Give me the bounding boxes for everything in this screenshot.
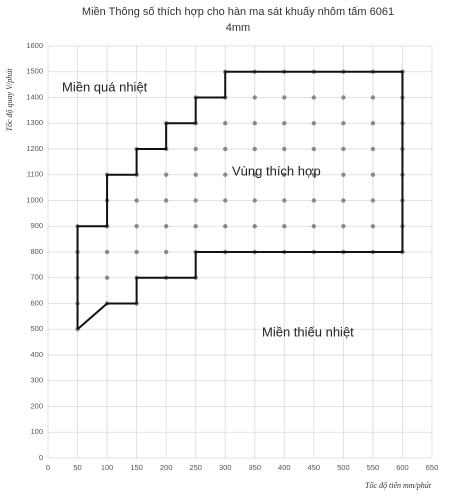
x-tick-label: 650 (426, 463, 439, 472)
point (134, 198, 139, 203)
point (370, 224, 376, 229)
point (252, 146, 257, 152)
point (163, 249, 169, 255)
point (311, 121, 317, 126)
point (104, 275, 110, 280)
point (282, 198, 287, 203)
point (223, 198, 228, 203)
point (134, 224, 139, 229)
y-axis-label: Tốc độ quay V/phút (5, 68, 14, 132)
point (252, 172, 257, 177)
point (163, 198, 169, 203)
y-tick-label: 1500 (26, 67, 43, 76)
y-tick-label: 1400 (26, 92, 43, 101)
point (311, 198, 317, 203)
y-tick-label: 300 (30, 376, 43, 385)
point (193, 172, 198, 177)
y-tick-label: 600 (30, 298, 43, 307)
y-tick-label: 1000 (26, 195, 43, 204)
x-tick-label: 300 (219, 463, 232, 472)
point (341, 95, 346, 100)
point (223, 146, 228, 152)
y-tick-label: 900 (30, 221, 43, 230)
point (163, 224, 169, 229)
point (311, 95, 317, 100)
y-tick-label: 400 (30, 350, 43, 359)
y-tick-label: 500 (30, 324, 43, 333)
point (223, 172, 228, 177)
point (282, 121, 287, 126)
x-tick-label: 100 (101, 463, 114, 472)
boundary-line (76, 70, 404, 331)
point (193, 224, 198, 229)
point (252, 121, 257, 126)
point (341, 198, 346, 203)
point (282, 224, 287, 229)
x-tick-label: 50 (73, 463, 81, 472)
x-tick-label: 250 (189, 463, 202, 472)
point (134, 249, 139, 255)
x-tick-label: 550 (367, 463, 380, 472)
y-tick-label: 1200 (26, 144, 43, 153)
point (193, 198, 198, 203)
chart-title: Miền Thông số thích hợp cho hàn ma sát k… (82, 6, 394, 18)
annotation: Miền quá nhiệt (62, 79, 148, 94)
point (282, 146, 287, 152)
y-tick-label: 0 (39, 453, 43, 462)
annotation: Miền thiếu nhiệt (262, 324, 354, 339)
y-tick-label: 100 (30, 427, 43, 436)
point (341, 121, 346, 126)
point (370, 95, 376, 100)
point (252, 198, 257, 203)
y-tick-label: 1100 (27, 170, 43, 179)
point (311, 224, 317, 229)
point (370, 146, 376, 152)
x-tick-label: 200 (160, 463, 173, 472)
point (370, 121, 376, 126)
x-tick-label: 0 (46, 463, 50, 472)
chart-title: 4mm (226, 22, 250, 34)
point (341, 224, 346, 229)
x-tick-label: 500 (337, 463, 350, 472)
point (223, 121, 228, 126)
point (163, 172, 169, 177)
point (104, 249, 110, 255)
point (252, 224, 257, 229)
point (282, 95, 287, 100)
point (370, 172, 376, 177)
point (223, 224, 228, 229)
x-tick-label: 450 (308, 463, 321, 472)
x-axis-label: Tốc độ tiến mm/phút (365, 481, 432, 490)
x-tick-label: 350 (249, 463, 262, 472)
point (282, 172, 287, 177)
point (311, 146, 317, 152)
y-tick-label: 1600 (26, 41, 43, 50)
annotation: Vùng thích hợp (232, 163, 321, 178)
y-tick-label: 800 (30, 247, 43, 256)
point (370, 198, 376, 203)
point (341, 146, 346, 152)
point (193, 146, 198, 152)
point (311, 172, 317, 177)
x-tick-label: 400 (278, 463, 291, 472)
y-tick-label: 200 (30, 401, 43, 410)
x-tick-label: 600 (396, 463, 409, 472)
y-tick-label: 1300 (26, 118, 43, 127)
point (341, 172, 346, 177)
y-tick-label: 700 (30, 273, 43, 282)
x-tick-label: 150 (130, 463, 143, 472)
point (252, 95, 257, 100)
